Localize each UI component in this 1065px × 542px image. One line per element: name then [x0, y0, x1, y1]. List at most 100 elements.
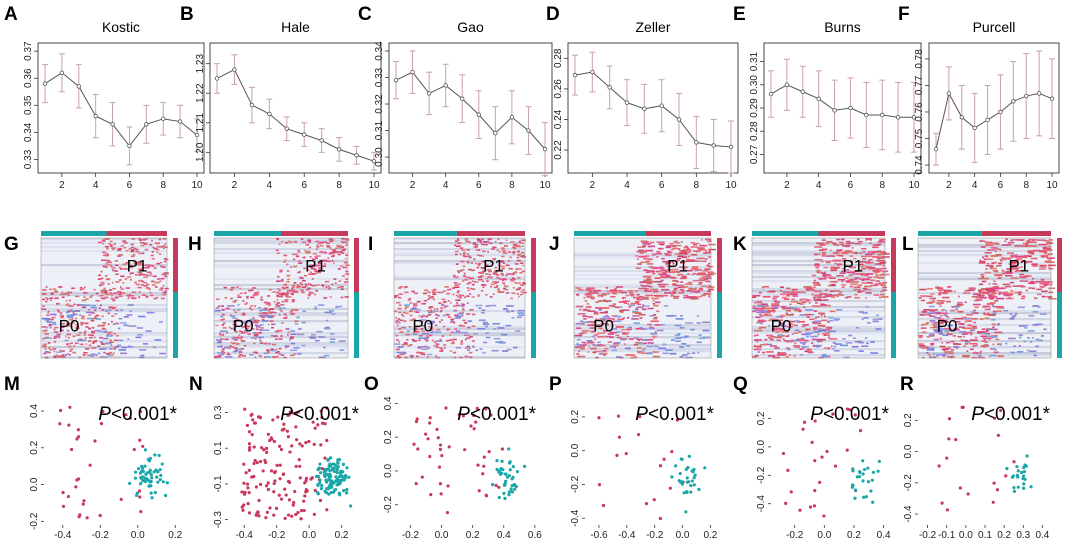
heatmap-cell [880, 239, 883, 242]
heatmap-cell [644, 289, 648, 292]
point-p0 [687, 480, 691, 484]
point-p0 [318, 481, 322, 485]
heatmap-cell [51, 316, 56, 319]
heatmap-cell [131, 297, 136, 299]
heatmap-cell [647, 245, 656, 248]
heatmap-cell [47, 318, 51, 321]
heatmap-cell [224, 297, 228, 299]
point-p1 [429, 493, 433, 497]
heatmap-cell [1033, 297, 1038, 300]
heatmap-cell [759, 343, 767, 346]
heatmap-cell [982, 292, 990, 294]
heatmap-cell [1007, 241, 1015, 244]
heatmap-cell [425, 339, 429, 342]
heatmap-cell [686, 345, 691, 347]
heatmap-cell [876, 256, 881, 259]
heatmap-cell [298, 260, 301, 263]
heatmap-cell [464, 338, 467, 341]
heatmap-cell [88, 308, 90, 311]
heatmap-cell [429, 327, 434, 329]
heatmap-cell [488, 242, 493, 245]
heatmap-cell [97, 345, 101, 347]
heatmap-cell [337, 286, 340, 289]
heatmap-cell [244, 303, 247, 305]
mean-point [319, 138, 324, 143]
heatmap-cell [445, 340, 449, 342]
heatmap-cell [286, 327, 290, 330]
heatmap-cell [766, 304, 769, 307]
point-p0 [149, 473, 153, 477]
heatmap-cell [311, 278, 315, 280]
heatmap-cell [91, 317, 95, 320]
heatmap-cell [986, 303, 994, 305]
heatmap-cell [635, 267, 642, 270]
heatmap-cell [100, 259, 105, 262]
heatmap-cell [575, 305, 583, 308]
heatmap-cell [131, 249, 135, 251]
heatmap-cell [289, 337, 292, 340]
heatmap-cell [834, 319, 840, 321]
heatmap-cell [43, 352, 47, 355]
heatmap-cell [222, 318, 225, 320]
p-value-text: <0.001* [984, 404, 1051, 425]
heatmap-cell [52, 288, 57, 290]
cluster-label-p1: P1 [842, 257, 863, 276]
heatmap-cell [266, 349, 270, 351]
heatmap-cell [71, 318, 74, 320]
heatmap-row [752, 288, 885, 291]
heatmap-row [214, 240, 348, 243]
point-p1 [440, 453, 444, 458]
heatmap-cell [671, 245, 677, 248]
heatmap-cell [781, 353, 785, 356]
heatmap-cell [941, 309, 944, 312]
point-p0 [143, 464, 147, 468]
point-p1 [288, 450, 292, 454]
heatmap-cell [681, 256, 688, 258]
x-tick-label: 2 [784, 180, 790, 191]
heatmap-cell [826, 334, 831, 336]
heatmap-cell [976, 331, 985, 333]
point-p0 [495, 467, 499, 472]
heatmap-cell [238, 351, 243, 353]
heatmap-cell [821, 328, 830, 331]
heatmap-cell [466, 261, 470, 264]
point-p0 [677, 479, 681, 483]
heatmap-cell [151, 280, 155, 283]
heatmap-cell [813, 264, 820, 267]
heatmap-cell [645, 290, 652, 292]
heatmap-cell [697, 247, 705, 249]
heatmap-cell [242, 300, 245, 302]
heatmap-cell [919, 295, 928, 297]
heatmap-cell [283, 254, 288, 257]
heatmap-cell [846, 271, 854, 274]
heatmap-cell [818, 243, 826, 246]
heatmap-cell [516, 256, 520, 259]
heatmap-cell [395, 321, 398, 324]
heatmap-cell [657, 270, 662, 273]
heatmap-cell [1001, 256, 1004, 259]
heatmap-cell [314, 293, 316, 296]
heatmap-cell [653, 351, 660, 353]
heatmap-cell [598, 335, 605, 338]
heatmap-cell [666, 274, 671, 277]
heatmap-cell [279, 290, 281, 292]
heatmap-cell [1035, 345, 1039, 348]
heatmap-cell [579, 355, 586, 358]
heatmap-cell [104, 290, 108, 292]
heatmap-cell [446, 328, 450, 331]
heatmap-cell [61, 296, 65, 299]
heatmap-cell [947, 286, 952, 288]
heatmap-row [214, 252, 348, 255]
heatmap-cell [822, 273, 829, 276]
heatmap-cell [833, 342, 837, 345]
heatmap-cell [308, 294, 311, 297]
heatmap-cell [982, 305, 989, 307]
heatmap-cell [520, 290, 523, 293]
heatmap-row [214, 342, 348, 345]
heatmap-cell [765, 334, 774, 337]
point-p1 [825, 449, 829, 454]
heatmap-cell [1026, 349, 1030, 352]
heatmap-cell [877, 257, 884, 259]
heatmap-cell [610, 320, 616, 323]
heatmap-cell [301, 291, 305, 294]
